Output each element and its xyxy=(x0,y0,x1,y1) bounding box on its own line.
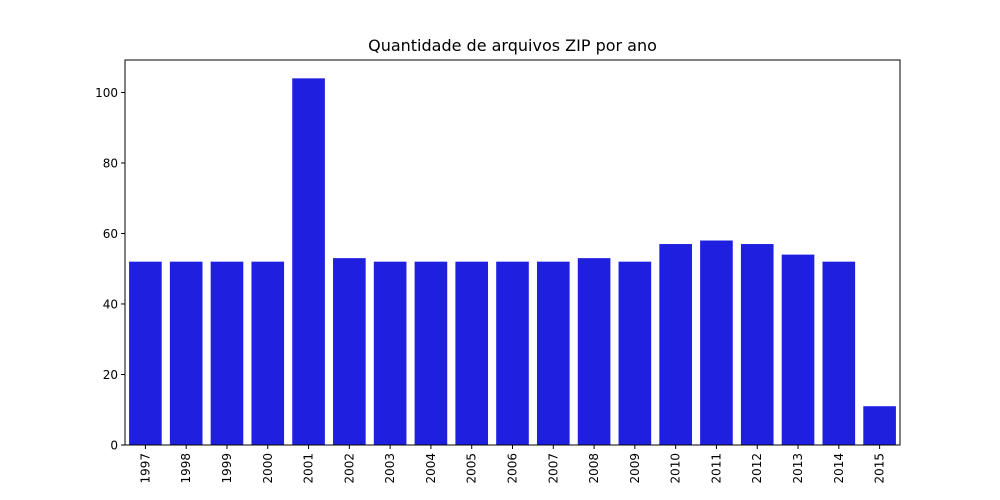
x-tick-label: 2007 xyxy=(546,453,560,484)
bar-2007 xyxy=(536,261,570,445)
x-tick-label: 2010 xyxy=(669,453,683,484)
plot-frame xyxy=(124,59,901,446)
x-tick-label: 2000 xyxy=(261,453,275,484)
x-tick-label: 2002 xyxy=(342,453,356,484)
bar-2015 xyxy=(863,406,896,445)
x-tick-label: 2001 xyxy=(302,453,316,484)
y-axis: 0 20 40 60 80 100 xyxy=(95,86,125,453)
bar-1997 xyxy=(129,261,162,445)
bar-2002 xyxy=(333,258,366,445)
x-tick-label: 2005 xyxy=(465,453,479,484)
y-tick-label: 40 xyxy=(103,297,118,311)
y-tick-label: 60 xyxy=(103,227,118,241)
x-tick-label: 2014 xyxy=(832,453,846,484)
x-tick-label: 2012 xyxy=(750,453,764,484)
x-tick-label: 1999 xyxy=(220,453,234,484)
y-tick-label: 20 xyxy=(103,368,118,382)
bar-2011 xyxy=(700,240,733,445)
x-tick-label: 2004 xyxy=(424,453,438,484)
x-tick-label: 2006 xyxy=(506,453,520,484)
bar-2000 xyxy=(251,261,285,445)
bar-2006 xyxy=(496,261,529,445)
bar-2004 xyxy=(414,261,448,445)
bar-2008 xyxy=(577,258,611,445)
x-tick-label: 1997 xyxy=(138,453,152,484)
bars-layer xyxy=(129,78,896,445)
x-tick-label: 2015 xyxy=(873,453,887,484)
bar-2005 xyxy=(455,261,489,445)
x-tick-label: 2011 xyxy=(709,453,723,484)
x-tick-label: 2009 xyxy=(628,453,642,484)
x-tick-label: 2003 xyxy=(383,453,397,484)
bar-1998 xyxy=(169,261,203,445)
x-tick-label: 2008 xyxy=(587,453,601,484)
x-tick-label: 1998 xyxy=(179,453,193,484)
bar-2009 xyxy=(618,261,652,445)
y-tick-label: 100 xyxy=(95,86,118,100)
bar-2013 xyxy=(781,254,815,445)
y-tick-label: 80 xyxy=(103,156,118,170)
bar-2010 xyxy=(659,244,692,445)
y-tick-label: 0 xyxy=(110,439,118,453)
x-axis: 1997 1998 1999 2000 2001 2002 2003 2004 2005 2006… xyxy=(138,445,887,484)
x-tick-label: 2013 xyxy=(791,453,805,484)
chart-title: Quantidade de arquivos ZIP por ano xyxy=(368,36,657,55)
bar-2001 xyxy=(292,78,325,445)
bar-2012 xyxy=(740,244,774,445)
bar-2014 xyxy=(822,261,856,445)
bar-1999 xyxy=(210,261,244,445)
bar-2003 xyxy=(373,261,407,445)
